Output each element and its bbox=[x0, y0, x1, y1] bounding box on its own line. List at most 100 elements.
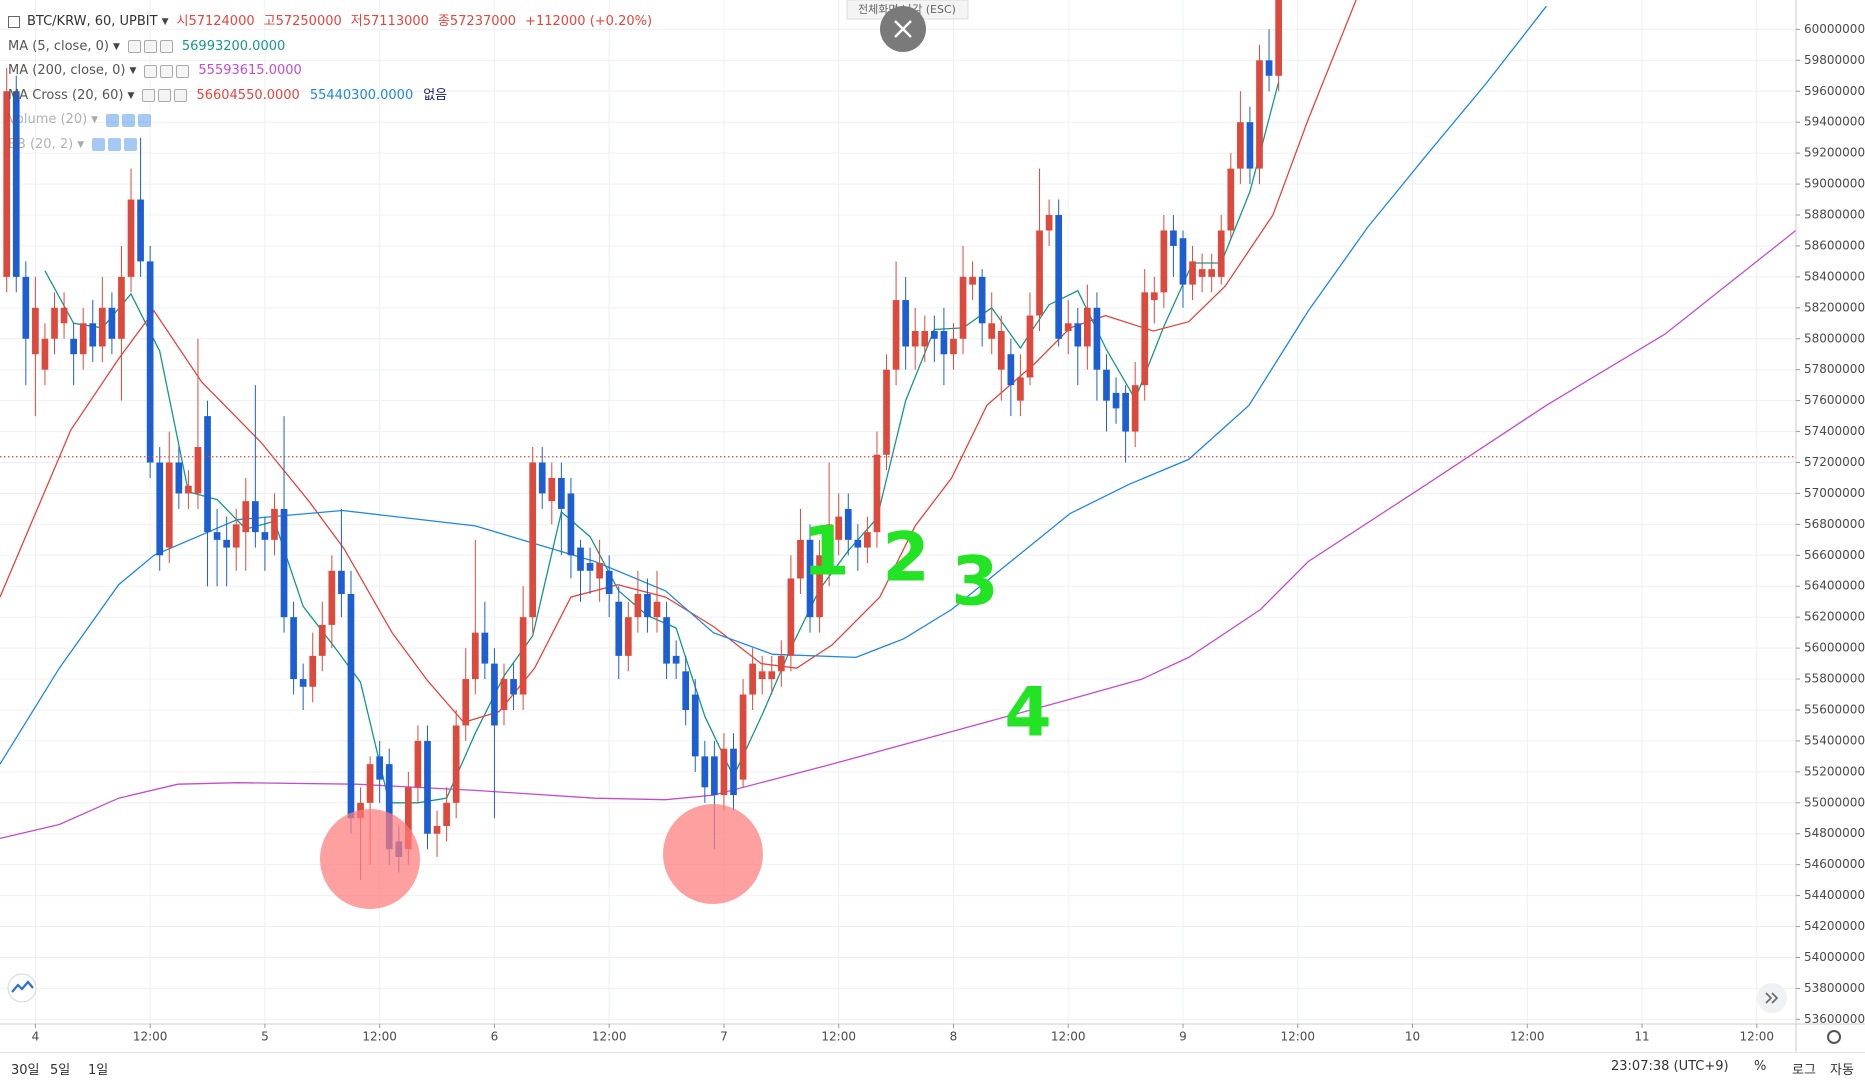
candle-body bbox=[672, 655, 680, 664]
caret[interactable]: ▼ bbox=[129, 66, 137, 76]
indicator-button[interactable] bbox=[143, 40, 157, 54]
collapse-icon[interactable] bbox=[8, 16, 20, 29]
candle-body bbox=[481, 632, 489, 664]
candle-body bbox=[1265, 60, 1273, 76]
indicator-button[interactable] bbox=[176, 64, 190, 78]
candle-body bbox=[1237, 122, 1244, 169]
candle-body bbox=[644, 593, 651, 618]
x-tick-label: 12:00 bbox=[821, 1030, 856, 1044]
candle-body bbox=[749, 663, 756, 695]
candle-body bbox=[1217, 230, 1225, 277]
candle-body bbox=[22, 276, 30, 339]
scale-button[interactable]: 자동 bbox=[1830, 1063, 1854, 1078]
y-tick-label: 54400000 bbox=[1804, 888, 1865, 902]
x-tick-label: 6 bbox=[491, 1030, 499, 1044]
caret[interactable]: ▼ bbox=[127, 90, 135, 101]
y-tick-label: 58200000 bbox=[1804, 300, 1865, 314]
x-tick-label: 12:00 bbox=[1510, 1030, 1545, 1044]
y-tick-label: 59000000 bbox=[1804, 177, 1865, 191]
y-tick-label: 55200000 bbox=[1804, 764, 1865, 778]
candle-body bbox=[223, 539, 230, 548]
candle-body bbox=[558, 477, 565, 509]
caret[interactable]: ▼ bbox=[77, 139, 85, 150]
caret[interactable]: ▼ bbox=[112, 41, 120, 52]
caret[interactable]: ▼ bbox=[91, 115, 99, 125]
scale-button[interactable]: 로그 bbox=[1792, 1063, 1816, 1078]
indicator-button[interactable] bbox=[174, 89, 188, 103]
indicator-button[interactable] bbox=[142, 89, 156, 103]
candle-body bbox=[959, 276, 967, 339]
indicator-row: MA Cross (20, 60) ▼ 56604550.0000 55440300.… bbox=[8, 84, 652, 109]
candle-body bbox=[605, 570, 613, 594]
range-button[interactable]: 1일 bbox=[88, 1063, 109, 1078]
indicator-button[interactable] bbox=[108, 138, 122, 152]
indicator-button[interactable] bbox=[106, 113, 120, 127]
candle-body bbox=[1055, 215, 1063, 339]
candle-body bbox=[653, 601, 661, 618]
ohlc-label: 고 bbox=[263, 14, 276, 29]
x-tick-label: 7 bbox=[720, 1030, 728, 1044]
candle-body bbox=[433, 826, 441, 834]
indicator-readout: 55593615.0000 bbox=[198, 63, 302, 78]
candle-body bbox=[892, 300, 900, 370]
candle-body bbox=[146, 261, 154, 463]
candle-body bbox=[462, 679, 470, 726]
indicator-row: Volume (20) ▼ bbox=[8, 108, 652, 133]
y-tick-label: 59400000 bbox=[1804, 115, 1865, 129]
candle-body bbox=[318, 624, 326, 656]
candle-body bbox=[1256, 60, 1263, 169]
ma-line bbox=[0, 229, 1796, 840]
candle-body bbox=[1084, 307, 1091, 347]
x-tick-label: 9 bbox=[1179, 1030, 1187, 1044]
candle-body bbox=[1112, 392, 1120, 409]
background bbox=[0, 0, 1865, 1052]
candle-body bbox=[376, 756, 384, 780]
candle-body bbox=[70, 338, 77, 355]
candle-body bbox=[1103, 369, 1110, 401]
range-button[interactable]: 30일 bbox=[11, 1063, 40, 1078]
candle-body bbox=[624, 617, 632, 656]
candle-body bbox=[32, 307, 39, 355]
scale-button[interactable]: % bbox=[1754, 1059, 1767, 1074]
indicator-button[interactable] bbox=[127, 40, 141, 54]
ma-line bbox=[44, 81, 1280, 804]
indicator-button[interactable] bbox=[144, 64, 158, 78]
indicator-button[interactable] bbox=[92, 138, 106, 152]
candle-body bbox=[844, 508, 852, 540]
indicator-name: Volume (20) bbox=[8, 112, 88, 127]
y-tick-label: 57200000 bbox=[1804, 455, 1865, 469]
candle-body bbox=[1198, 269, 1206, 277]
indicator-button[interactable] bbox=[160, 64, 174, 78]
settings-button[interactable] bbox=[1827, 1030, 1841, 1044]
y-tick-label: 59600000 bbox=[1804, 84, 1865, 98]
candle-body bbox=[328, 570, 336, 625]
y-tick-label: 54200000 bbox=[1804, 919, 1865, 933]
candle-body bbox=[338, 570, 345, 594]
indicator-button[interactable] bbox=[124, 138, 138, 152]
candle-body bbox=[519, 617, 527, 695]
candle-body bbox=[299, 679, 307, 687]
candle-body bbox=[596, 563, 603, 579]
indicator-button[interactable] bbox=[159, 40, 173, 54]
candle-body bbox=[1017, 377, 1024, 401]
indicator-button[interactable] bbox=[122, 113, 136, 127]
legend: BTC/KRW, 60, UPBIT ▼ 시 57124000 고 57250000 저… bbox=[8, 10, 652, 157]
y-tick-label: 53800000 bbox=[1804, 981, 1865, 995]
range-button[interactable]: 5일 bbox=[50, 1063, 71, 1078]
candle-body bbox=[1246, 122, 1254, 169]
ohlc-value: 57250000 bbox=[275, 14, 342, 29]
indicator-button[interactable] bbox=[138, 113, 152, 127]
candle-body bbox=[414, 740, 422, 788]
candle-body bbox=[452, 725, 460, 803]
candle-body bbox=[806, 539, 814, 618]
candle-body bbox=[691, 694, 699, 757]
candle-body bbox=[510, 679, 517, 695]
y-tick-label: 57600000 bbox=[1804, 393, 1865, 407]
indicator-button[interactable] bbox=[158, 89, 172, 103]
candle-body bbox=[739, 694, 747, 780]
candle-body bbox=[720, 748, 728, 796]
plot-area bbox=[0, 0, 1796, 881]
caret[interactable]: ▼ bbox=[161, 17, 169, 27]
indicator-readout: 56993200.0000 bbox=[181, 38, 286, 54]
ohlc: 시 57124000 고 57250000 저 57113000 종 57237000 bbox=[176, 10, 525, 35]
